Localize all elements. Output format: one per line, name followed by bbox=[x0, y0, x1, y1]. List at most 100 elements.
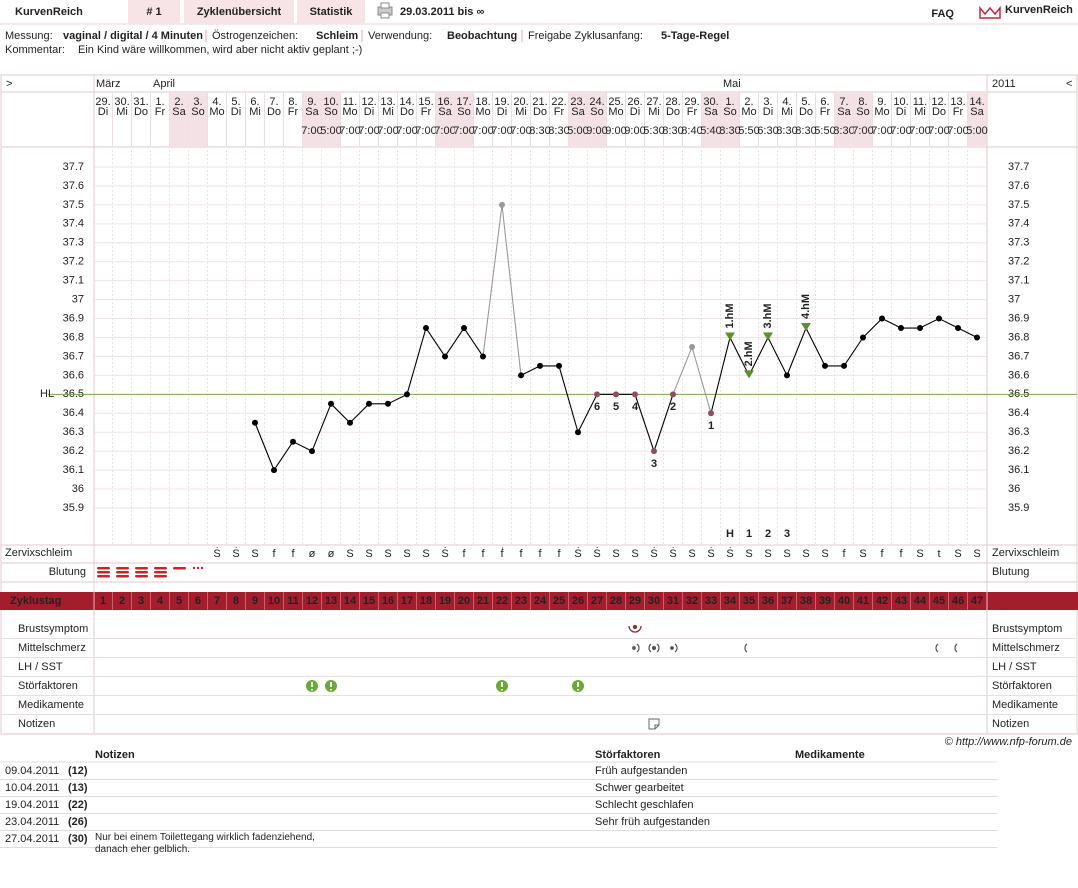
temperature-segment bbox=[330, 403, 351, 424]
temperature-segment bbox=[558, 365, 579, 433]
mucus-symbol: S bbox=[346, 548, 353, 560]
cycle-day: 21 bbox=[477, 595, 489, 607]
y-tick-label-right: 36.9 bbox=[1008, 312, 1029, 324]
count-label: 3 bbox=[651, 458, 657, 470]
table-header: Medikamente bbox=[795, 749, 865, 761]
cycle-tab[interactable] bbox=[128, 0, 180, 24]
weekend-shade bbox=[454, 92, 474, 147]
mucus-symbol: f bbox=[899, 548, 903, 560]
comment-label: Kommentar: bbox=[5, 44, 65, 56]
cycle-day: 7 bbox=[214, 595, 220, 607]
cycle-day: 39 bbox=[819, 595, 831, 607]
y-tick-label-right: 36.2 bbox=[1008, 445, 1029, 457]
temperature-point bbox=[801, 323, 811, 332]
faq-link[interactable]: FAQ bbox=[931, 8, 954, 20]
date-label: 2. bbox=[174, 96, 183, 108]
weekday-label: Do bbox=[400, 106, 414, 118]
cycle-day: 32 bbox=[686, 595, 698, 607]
time-label: 5:40 bbox=[700, 125, 721, 137]
temperature-segment bbox=[729, 337, 750, 376]
overview-tab[interactable] bbox=[184, 0, 294, 24]
weekday-label: Sa bbox=[438, 106, 452, 118]
y-tick-label: 37.4 bbox=[63, 218, 84, 230]
statistics-tab[interactable] bbox=[297, 0, 365, 24]
date-label: 23. bbox=[570, 96, 585, 108]
weekend-shade bbox=[321, 92, 341, 147]
y-tick-label: 36.2 bbox=[63, 445, 84, 457]
nav-right[interactable]: < bbox=[1066, 78, 1072, 90]
time-label: 7:00 bbox=[339, 125, 360, 137]
date-label: 18. bbox=[475, 96, 490, 108]
y-tick-label-right: 36 bbox=[1008, 483, 1020, 495]
date-label: 28. bbox=[665, 96, 680, 108]
info-value: vaginal / digital / 4 Minuten bbox=[63, 30, 203, 42]
date-label: 14. bbox=[969, 96, 984, 108]
y-tick-label-right: 37.4 bbox=[1008, 218, 1029, 230]
weekend-shade bbox=[587, 92, 607, 147]
time-label: 5:30 bbox=[643, 125, 664, 137]
cycle-day: 12 bbox=[306, 595, 318, 607]
temperature-segment bbox=[786, 327, 807, 376]
weekday-label: Di bbox=[763, 106, 773, 118]
date-label: 25. bbox=[608, 96, 623, 108]
mucus-symbol: Ṡ bbox=[593, 547, 600, 560]
mucus-symbol: Ṡ bbox=[232, 547, 239, 560]
date-label: 10. bbox=[323, 96, 338, 108]
temperature-point bbox=[499, 201, 505, 208]
mucus-symbol: S bbox=[802, 548, 809, 560]
date-label: 9. bbox=[877, 96, 886, 108]
row-label-right: Zervixschleim bbox=[992, 547, 1059, 559]
tab-label[interactable]: Zyklenübersicht bbox=[197, 6, 282, 18]
cycle-day: 13 bbox=[325, 595, 337, 607]
cycle-day: 46 bbox=[952, 595, 964, 607]
nav-left[interactable]: > bbox=[6, 78, 12, 90]
mucus-symbol: S bbox=[745, 548, 752, 560]
y-tick-label: 37.7 bbox=[63, 161, 84, 173]
mucus-symbol: S bbox=[954, 548, 961, 560]
weekend-shade bbox=[967, 92, 987, 147]
cycle-day: 30 bbox=[648, 595, 660, 607]
date-label: 16. bbox=[437, 96, 452, 108]
temperature-point bbox=[936, 315, 942, 322]
cycle-day: 19 bbox=[439, 595, 451, 607]
cycle-day: 8 bbox=[233, 595, 239, 607]
weekday-label: Sa bbox=[172, 106, 186, 118]
y-tick-label-right: 36.7 bbox=[1008, 350, 1029, 362]
temperature-point bbox=[366, 400, 372, 407]
mucus-symbol: S bbox=[384, 548, 391, 560]
date-label: 1. bbox=[155, 96, 164, 108]
y-tick-label: 37.2 bbox=[63, 256, 84, 268]
weekday-label: Mo bbox=[475, 106, 490, 118]
cycle-day: 22 bbox=[496, 595, 508, 607]
temperature-point bbox=[347, 419, 353, 426]
mucus-symbol: f bbox=[272, 548, 276, 560]
mucus-symbol: f bbox=[519, 548, 523, 560]
cycle-day: 26 bbox=[572, 595, 584, 607]
row-label: Brustsymptom bbox=[18, 623, 88, 635]
cycle-day: 40 bbox=[838, 595, 850, 607]
weekday-label: Fr bbox=[687, 106, 698, 118]
y-tick-label-right: 37.6 bbox=[1008, 180, 1029, 192]
cycle-tab-label[interactable]: # 1 bbox=[146, 6, 161, 18]
weekday-label: Mi bbox=[249, 106, 261, 118]
y-tick-label: 37 bbox=[72, 294, 84, 306]
cycle-day: 15 bbox=[363, 595, 375, 607]
date-label: 2. bbox=[744, 96, 753, 108]
weekend-shade bbox=[302, 92, 322, 147]
tab-label[interactable]: Statistik bbox=[310, 6, 354, 18]
time-label: 5:50 bbox=[738, 125, 759, 137]
mucus-symbol: S bbox=[688, 548, 695, 560]
note-icon[interactable] bbox=[648, 718, 660, 730]
info-label: Messung: bbox=[5, 30, 53, 42]
y-tick-label: 36.9 bbox=[63, 312, 84, 324]
y-tick-label-right: 35.9 bbox=[1008, 502, 1029, 514]
date-label: 11. bbox=[913, 96, 927, 108]
cycle-day: 11 bbox=[287, 595, 299, 607]
time-label: 7:00 bbox=[472, 125, 493, 137]
temperature-point bbox=[632, 391, 638, 398]
date-label: 5. bbox=[231, 96, 240, 108]
weekend-shade bbox=[834, 92, 854, 147]
printer-icon[interactable] bbox=[377, 2, 393, 19]
weekday-label: Mo bbox=[342, 106, 357, 118]
time-label: 8:40 bbox=[681, 125, 702, 137]
